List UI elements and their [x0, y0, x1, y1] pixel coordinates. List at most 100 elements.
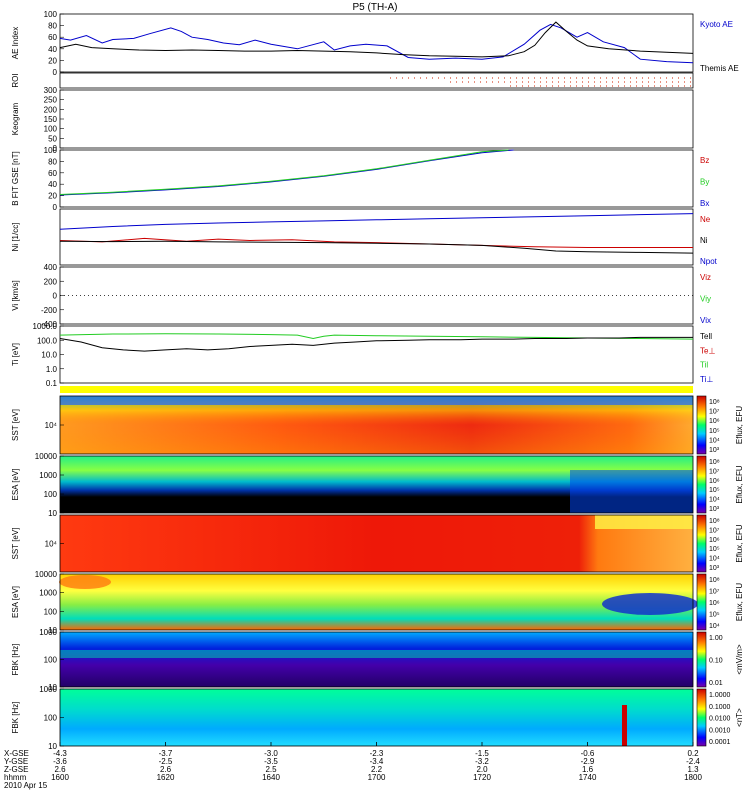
ytick-label-keogram: 100: [44, 125, 58, 134]
colorbar-tick-sst_ion: 10⁴: [709, 437, 720, 444]
ytick-label-esa_elec: 10: [48, 626, 57, 635]
colorbar-tick-esa_ion: 10⁷: [709, 468, 720, 475]
colorbar-tick-esa_elec: 10⁵: [709, 612, 720, 619]
xtick-label: -1.5: [475, 749, 489, 758]
ytick-label-vi: 0: [53, 292, 58, 301]
xtick-label: -2.4: [686, 757, 700, 766]
colorbar-tick-sst_elec: 10⁷: [709, 527, 720, 534]
ytick-label-esa_elec: 1000: [39, 589, 57, 598]
frame-ti: [59, 325, 694, 384]
colorbar-label-sst_ion: Eflux, EFU: [735, 406, 744, 444]
colorbar-sst-elec: [696, 514, 707, 573]
colorbar-sst-ion: [696, 395, 707, 455]
colorbar-tick-esa_ion: 10⁸: [709, 459, 720, 466]
ytick-label-bfit: 80: [48, 157, 57, 166]
xtick-label: 2.0: [476, 765, 488, 774]
xtick-label: -3.2: [475, 757, 489, 766]
legend-vi-2: Vix: [700, 316, 711, 325]
series-ni-ne: [59, 237, 693, 248]
ytick-label-fbk_b: 10: [48, 742, 57, 751]
ytick-label-esa_ion: 10000: [35, 452, 58, 461]
ytick-label-sst_ion: 10⁴: [45, 421, 58, 430]
esa-elec-late-blue: [602, 593, 698, 615]
ytick-label-vi: 400: [44, 263, 58, 272]
colorbar-fbk-b: [696, 688, 707, 747]
ytick-label-ae: 20: [48, 56, 57, 65]
ytick-label-bfit: 40: [48, 180, 57, 189]
ytick-label-sst_elec: 10⁴: [45, 540, 58, 549]
fbk-b-spike: [622, 705, 627, 746]
ytick-label-keogram: 200: [44, 105, 58, 114]
series-ae-themis-ae: [59, 21, 694, 58]
colorbar-fbk-e: [696, 631, 707, 688]
colorbar-tick-fbk_b: 0.0100: [709, 716, 731, 723]
sst-elec-spectrogram: [60, 515, 693, 572]
colorbar-tick-sst_ion: 10⁸: [709, 399, 720, 406]
colorbar-tick-sst_ion: 10⁵: [709, 428, 720, 435]
series-bfit-by: [59, 149, 509, 195]
series-ti-tell: [59, 336, 693, 352]
frame-bfit: [59, 149, 694, 208]
xtick-label: 1720: [473, 773, 491, 782]
frame-esa_elec: [59, 573, 694, 631]
xtick-label: -2.3: [370, 749, 384, 758]
xtick-label: 2.2: [371, 765, 383, 774]
ylabel-ti: Ti [eV]: [11, 343, 20, 366]
ylabel-fbk_e: FBK [Hz]: [11, 643, 20, 675]
series-ni-npot: [59, 213, 694, 230]
xtick-label: -2.5: [159, 757, 173, 766]
colorbar-tick-fbk_b: 0.0010: [709, 727, 731, 734]
ylabel-esa_elec: ESA [eV]: [11, 586, 20, 618]
legend-ti-1: Te⊥: [700, 346, 715, 355]
ytick-label-esa_elec: 100: [44, 607, 58, 616]
sst-elec-late-top: [595, 515, 693, 529]
fbk-e-mid-band: [60, 650, 693, 658]
ytick-label-ti: 0.1: [46, 379, 58, 388]
xtick-label: 1.6: [582, 765, 594, 774]
ytick-label-vi: 200: [44, 277, 58, 286]
xtick-label: -2.9: [581, 757, 595, 766]
legend-vi-1: Viy: [700, 295, 711, 304]
xtick-label: 1740: [579, 773, 597, 782]
colorbar-tick-esa_ion: 10⁵: [709, 487, 720, 494]
esa-elec-spectrogram: [60, 574, 693, 630]
plot-title: P5 (TH-A): [353, 2, 398, 13]
xtick-label: -3.5: [264, 757, 278, 766]
frame-keogram: [59, 89, 694, 149]
xaxis-row-label: Z-GSE: [4, 765, 28, 774]
colorbar-label-sst_elec: Eflux, EFU: [735, 524, 744, 562]
legend-ni-0: Ne: [700, 215, 711, 224]
ytick-label-bfit: 20: [48, 192, 57, 201]
ytick-label-keogram: 150: [44, 115, 58, 124]
colorbar-label-fbk_b: <nT>: [735, 708, 744, 727]
ylabel-keogram: Keogram: [11, 102, 20, 135]
ytick-label-bfit: 60: [48, 169, 57, 178]
colorbar-tick-sst_elec: 10³: [709, 565, 720, 572]
status-strip: [60, 386, 693, 393]
colorbar-tick-esa_elec: 10⁶: [709, 600, 720, 607]
xaxis-row-label: X-GSE: [4, 749, 29, 758]
ytick-label-ae: 80: [48, 22, 57, 31]
ytick-label-esa_ion: 1000: [39, 471, 57, 480]
colorbar-tick-sst_ion: 10⁷: [709, 409, 720, 416]
ytick-label-ti: 100.0: [37, 336, 58, 345]
ytick-label-ti: 1000.0: [33, 322, 58, 331]
xtick-label: -3.4: [370, 757, 384, 766]
colorbar-esa-ion: [696, 455, 707, 514]
legend-ti-3: Ti⊥: [700, 375, 713, 384]
colorbar-tick-fbk_e: 0.10: [709, 658, 723, 665]
legend-bfit-2: Bx: [700, 199, 709, 208]
legend-ni-1: Ni: [700, 236, 708, 245]
colorbar-tick-sst_elec: 10⁵: [709, 546, 720, 553]
frame-esa_ion: [59, 455, 694, 514]
esa-ion-late-speckle: [570, 470, 693, 513]
xaxis-row-label: hhmm: [4, 773, 27, 782]
ytick-label-fbk_b: 100: [44, 714, 58, 723]
xtick-label: -3.6: [53, 757, 67, 766]
ylabel-ni: Ni [1/cc]: [11, 223, 20, 252]
xtick-label: 2.6: [54, 765, 66, 774]
ylabel-vi: Vi [km/s]: [11, 280, 20, 311]
ylabel-fbk_b: FBK [Hz]: [11, 701, 20, 733]
